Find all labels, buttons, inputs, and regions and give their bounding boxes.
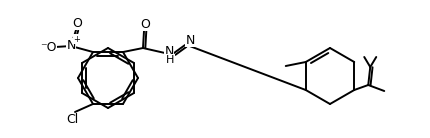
Text: N: N (66, 39, 76, 51)
Text: H: H (166, 55, 174, 65)
Text: O: O (140, 18, 150, 30)
Text: +: + (74, 34, 80, 43)
Text: ⁻O: ⁻O (40, 41, 56, 54)
Text: N: N (185, 34, 194, 47)
Text: Cl: Cl (66, 113, 78, 127)
Text: N: N (164, 45, 173, 58)
Text: O: O (72, 17, 82, 30)
